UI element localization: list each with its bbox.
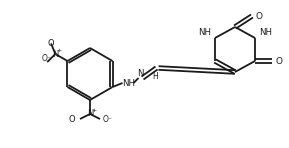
Text: NH: NH	[259, 28, 272, 37]
Text: O⁻: O⁻	[103, 115, 113, 123]
Text: N: N	[137, 69, 144, 78]
Text: O: O	[275, 57, 283, 66]
Text: O: O	[68, 115, 75, 123]
Text: NH: NH	[198, 28, 211, 37]
Text: NH: NH	[122, 78, 135, 87]
Text: O: O	[48, 39, 54, 48]
Text: +: +	[57, 48, 62, 53]
Text: N: N	[52, 49, 59, 58]
Text: O: O	[255, 12, 262, 21]
Text: O⁻: O⁻	[41, 54, 51, 62]
Text: N: N	[87, 110, 93, 119]
Text: H: H	[153, 71, 158, 81]
Text: +: +	[91, 107, 97, 112]
